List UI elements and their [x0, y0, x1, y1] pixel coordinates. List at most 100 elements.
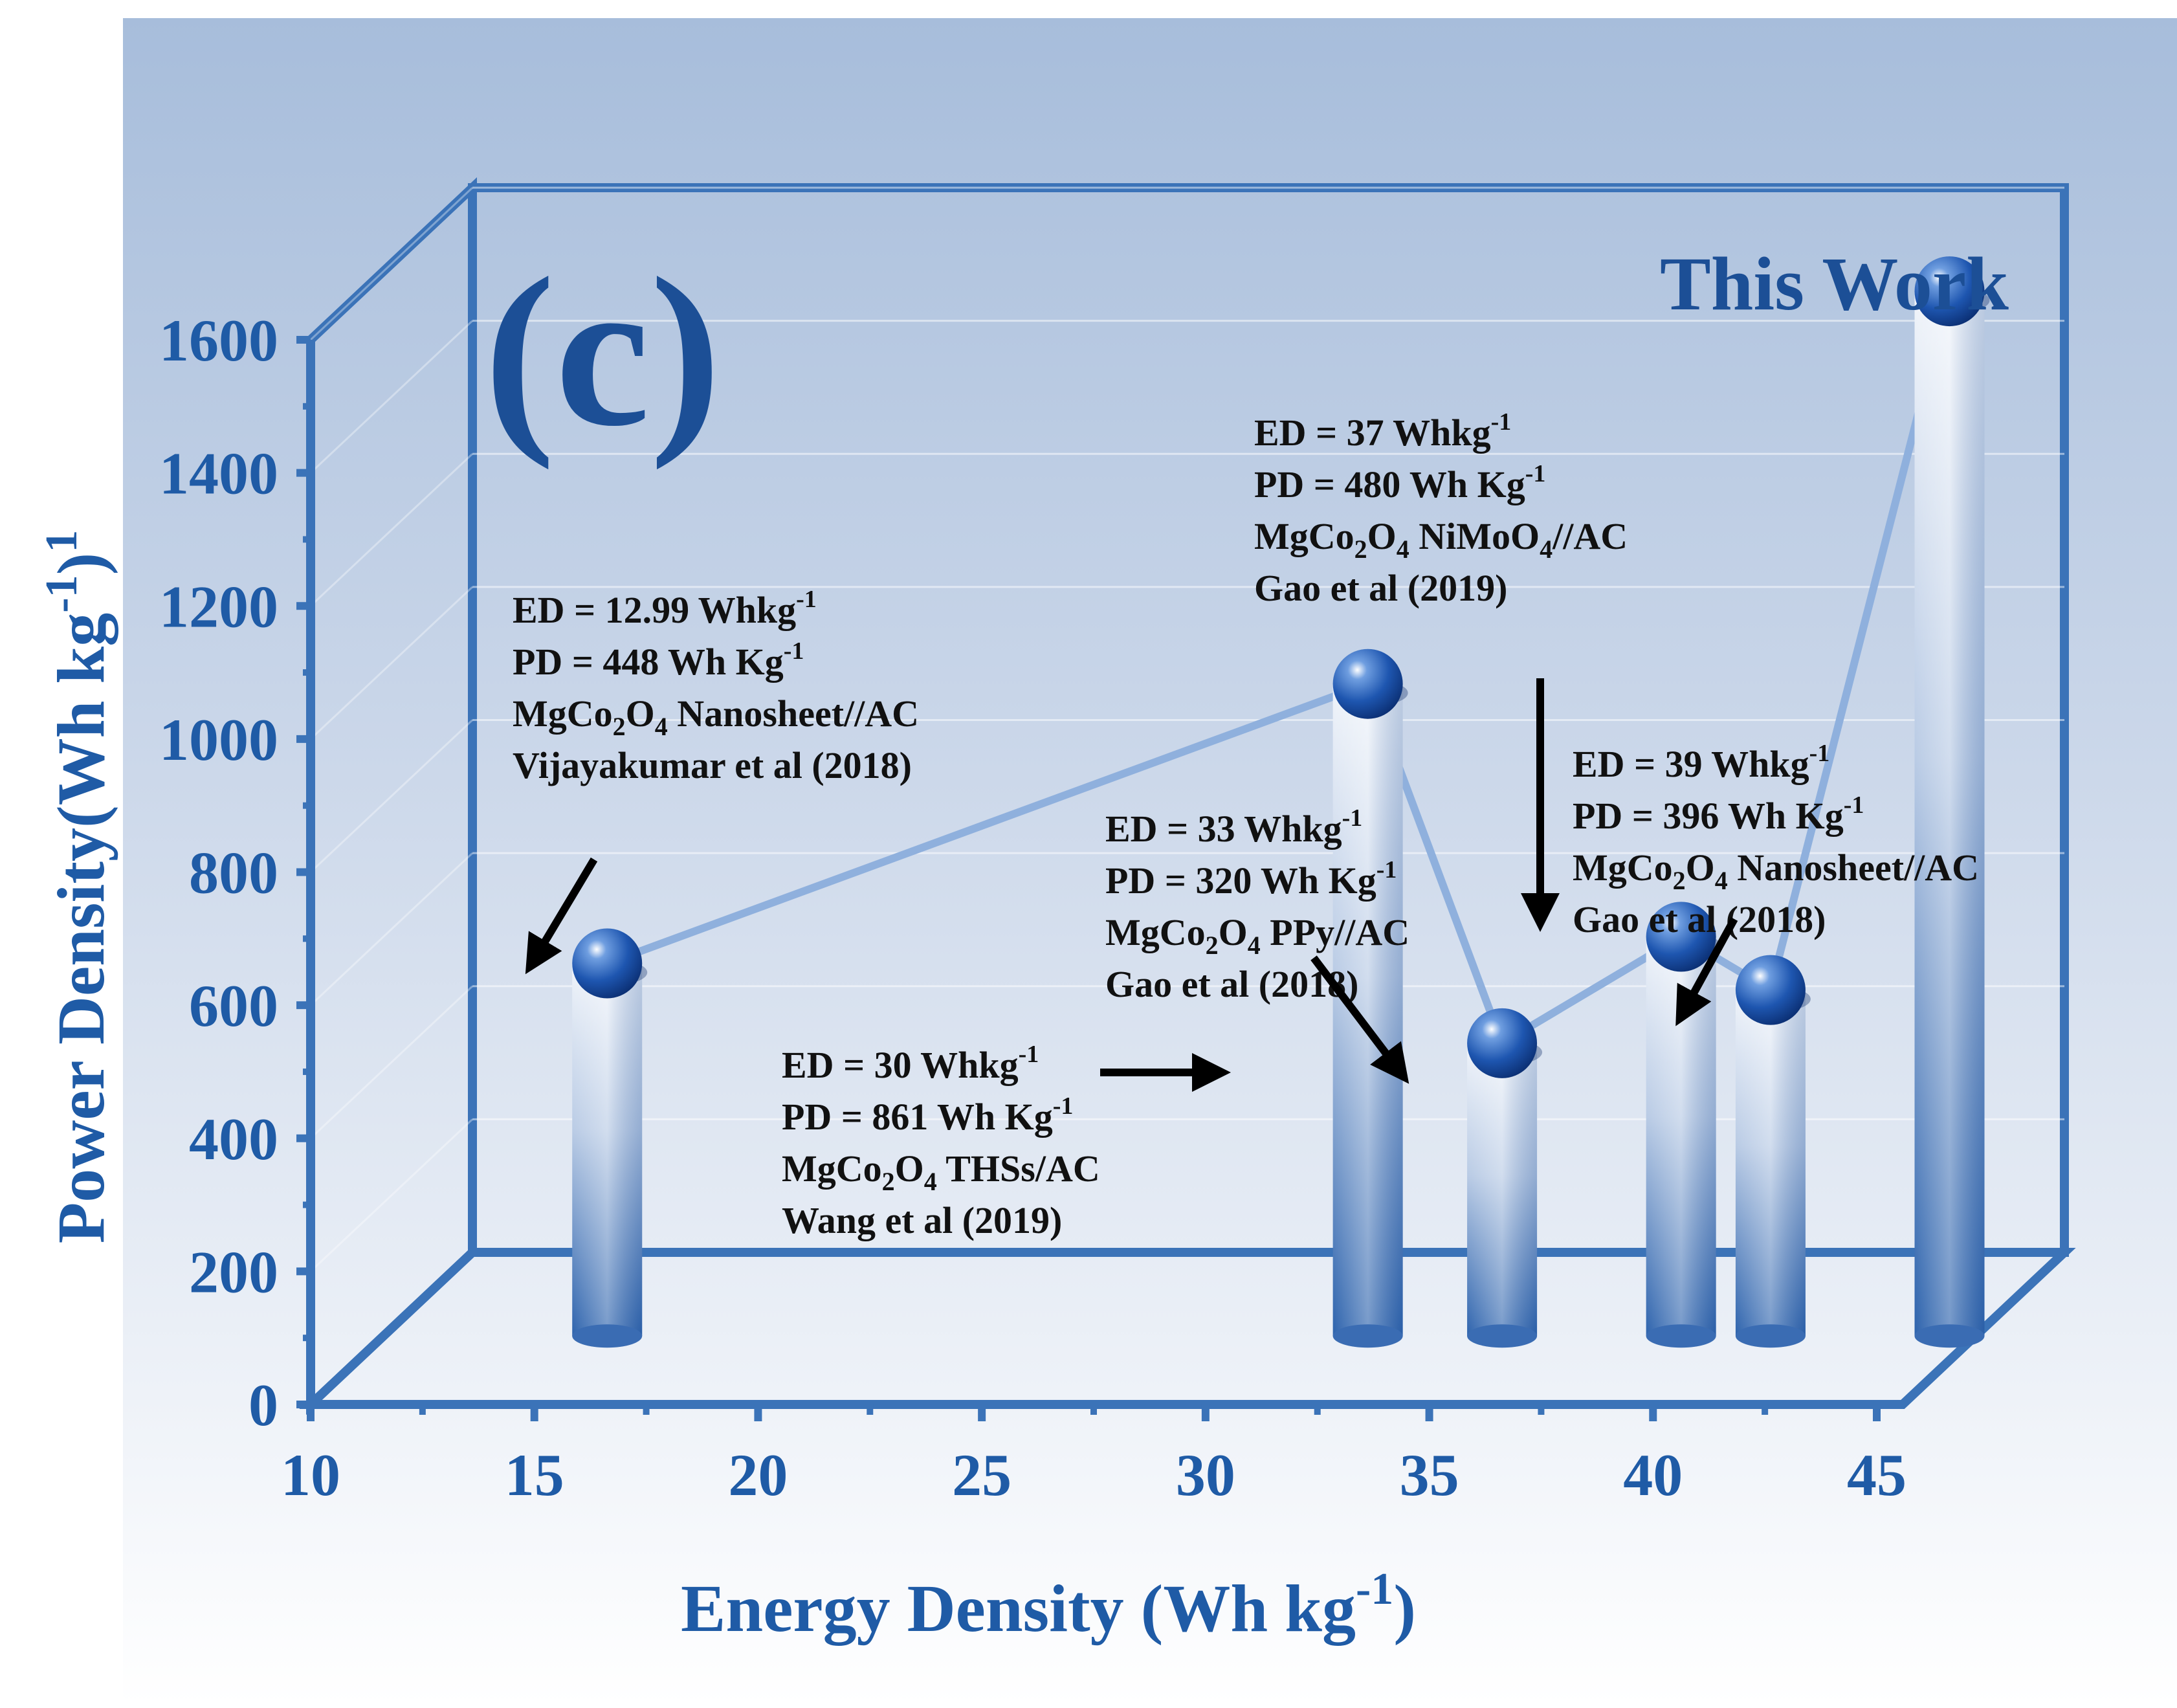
bar-base	[572, 1324, 643, 1348]
note-part: ED = 12.99 Whkg	[513, 589, 796, 631]
note-line: ED = 39 Whkg-1	[1573, 740, 1829, 785]
note-part: ED = 33 Whkg	[1105, 808, 1342, 850]
y-tick-label-1600: 1600	[159, 307, 278, 373]
y-axis-title-sup2: 1	[37, 530, 87, 553]
note-line: MgCo2O4 Nanosheet//AC	[513, 693, 919, 741]
bar-shade	[1467, 1043, 1538, 1336]
note-part: NiMoO	[1409, 515, 1540, 557]
bar-base	[1914, 1324, 1985, 1348]
note-part: -1	[1844, 792, 1864, 819]
this-work-label: This Work	[1660, 241, 2009, 326]
bar-shade	[1646, 937, 1716, 1336]
note-part: Gao et al (2018)	[1105, 963, 1358, 1005]
bar-base	[1735, 1324, 1806, 1348]
bar-4	[1735, 990, 1806, 1348]
bar-shade	[1735, 990, 1806, 1336]
axes: 0 200 400 600 800 1000 1200 1400 1600 10 15 20 25 30 3…	[159, 307, 1906, 1508]
bar-base	[1332, 1324, 1403, 1348]
note-part: O	[1367, 515, 1397, 557]
side-gridline-1000	[309, 586, 474, 740]
y-tick-label-1200: 1200	[159, 573, 278, 639]
note-line: Gao et al (2018)	[1105, 963, 1358, 1005]
note-line: ED = 37 Whkg-1	[1254, 408, 1511, 454]
note-line: PD = 448 Wh Kg-1	[513, 638, 804, 683]
note-part: 2	[1206, 931, 1219, 960]
data-point-4	[1735, 955, 1806, 1025]
note-part: MgCo	[1254, 515, 1354, 557]
note-part: 2	[613, 712, 626, 741]
note-part: 2	[1673, 866, 1686, 895]
arrow-vijayakumar	[525, 857, 598, 975]
x-axis-title-main: Energy Density (Wh kg	[681, 1571, 1356, 1646]
note-part: ED = 37 Whkg	[1254, 412, 1491, 454]
note-part: PD = 480 Wh Kg	[1254, 463, 1525, 505]
note-gao-nanosheet: ED = 39 Whkg-1 PD = 396 Wh Kg-1 MgCo2O4 Na…	[1573, 740, 1979, 940]
note-part: -1	[1376, 856, 1397, 883]
y-tick-label-400: 400	[189, 1106, 278, 1172]
annotations: ED = 12.99 Whkg-1PD = 448 Wh Kg-1MgCo2O4…	[513, 408, 1979, 1241]
series-line	[606, 290, 1954, 1049]
data-point-0	[572, 928, 643, 999]
note-part: PPy//AC	[1261, 911, 1409, 953]
note-part: Nanosheet//AC	[668, 693, 919, 735]
y-tick-label-1400: 1400	[159, 441, 278, 507]
note-part: THSs/AC	[937, 1148, 1100, 1190]
note-part: -1	[796, 586, 817, 613]
note-part: O	[1686, 847, 1715, 889]
side-gridline-400	[309, 985, 474, 1139]
note-line: ED = 33 Whkg-1	[1105, 804, 1362, 850]
note-part: 4	[924, 1167, 937, 1196]
note-line: MgCo2O4 PPy//AC	[1105, 911, 1409, 960]
note-part: PD = 396 Wh Kg	[1573, 795, 1844, 837]
note-part: Wang et al (2019)	[782, 1199, 1062, 1241]
x-tick-label-15: 15	[505, 1442, 564, 1508]
note-part: Gao et al (2018)	[1573, 898, 1826, 940]
background-panel	[123, 18, 2177, 1705]
note-part: PD = 448 Wh Kg	[513, 641, 784, 683]
note-line: MgCo2O4 NiMoO4//AC	[1254, 515, 1628, 564]
note-part: 4	[1540, 535, 1553, 564]
note-part: O	[895, 1148, 924, 1190]
note-line: ED = 30 Whkg-1	[782, 1041, 1039, 1086]
data-point-2	[1467, 1008, 1538, 1078]
y-tick-label-600: 600	[189, 973, 278, 1039]
arrow-gao-nanosheet	[1675, 917, 1738, 1026]
note-part: -1	[1019, 1041, 1039, 1068]
x-tick-label-35: 35	[1400, 1442, 1459, 1508]
note-part: -1	[1053, 1092, 1074, 1120]
y-tick-label-200: 200	[189, 1239, 278, 1305]
note-part: 2	[882, 1167, 895, 1196]
note-line: MgCo2O4 Nanosheet//AC	[1573, 847, 1979, 895]
note-part: -1	[1491, 408, 1512, 436]
note-part: PD = 861 Wh Kg	[782, 1096, 1053, 1138]
note-line: PD = 861 Wh Kg-1	[782, 1092, 1073, 1138]
x-axis-title-sup: -1	[1356, 1564, 1393, 1614]
note-part: Vijayakumar et al (2018)	[513, 744, 912, 786]
x-axis-title-paren: )	[1393, 1571, 1416, 1646]
note-part: O	[1219, 911, 1248, 953]
note-part: O	[626, 693, 655, 735]
y-tick-label-800: 800	[189, 840, 278, 906]
note-part: 4	[655, 712, 668, 741]
panel-label: (c)	[484, 234, 721, 471]
bar-5	[1914, 291, 1985, 1348]
note-part: Nanosheet//AC	[1728, 847, 1979, 889]
bar-shade	[1332, 683, 1403, 1336]
note-part: 2	[1354, 535, 1367, 564]
y-axis-title-sup: -1	[37, 575, 87, 612]
y-tick-label-1000: 1000	[159, 707, 278, 773]
note-line: PD = 480 Wh Kg-1	[1254, 460, 1545, 505]
note-part: MgCo	[513, 693, 613, 735]
side-gridline-1200	[309, 453, 474, 607]
bar-base	[1646, 1324, 1716, 1348]
note-line: Wang et al (2019)	[782, 1199, 1062, 1241]
x-tick-label-30: 30	[1176, 1442, 1235, 1508]
note-line: ED = 12.99 Whkg-1	[513, 586, 817, 631]
x-tick-label-45: 45	[1847, 1442, 1906, 1508]
note-vijayakumar: ED = 12.99 Whkg-1PD = 448 Wh Kg-1MgCo2O4…	[513, 586, 919, 786]
note-part: MgCo	[782, 1148, 882, 1190]
